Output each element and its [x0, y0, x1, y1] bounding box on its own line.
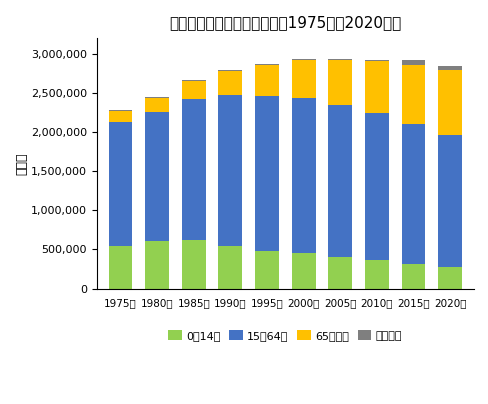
- Bar: [364, 260, 388, 288]
- Bar: [108, 110, 132, 112]
- Legend: 0～14歳, 15～64歳, 65歳以上, 年齢不詳: 0～14歳, 15～64歳, 65歳以上, 年齢不詳: [163, 326, 406, 345]
- Bar: [108, 122, 132, 246]
- Bar: [218, 71, 242, 95]
- Bar: [218, 246, 242, 288]
- Bar: [218, 70, 242, 71]
- Bar: [437, 267, 461, 288]
- Bar: [364, 113, 388, 260]
- Bar: [401, 124, 425, 264]
- Bar: [108, 112, 132, 122]
- Bar: [437, 66, 461, 70]
- Bar: [108, 246, 132, 288]
- Bar: [255, 65, 278, 96]
- Bar: [291, 59, 315, 60]
- Bar: [291, 253, 315, 288]
- Title: 年齢別人口の推移（茨城県、1975年～2020年）: 年齢別人口の推移（茨城県、1975年～2020年）: [169, 15, 401, 30]
- Bar: [145, 241, 169, 288]
- Bar: [255, 96, 278, 250]
- Bar: [255, 64, 278, 65]
- Bar: [291, 98, 315, 253]
- Bar: [145, 97, 169, 98]
- Bar: [327, 105, 351, 257]
- Bar: [401, 65, 425, 124]
- Bar: [437, 70, 461, 135]
- Bar: [145, 98, 169, 112]
- Bar: [182, 80, 205, 81]
- Bar: [218, 95, 242, 246]
- Bar: [364, 60, 388, 61]
- Bar: [182, 240, 205, 288]
- Bar: [364, 61, 388, 113]
- Bar: [291, 60, 315, 98]
- Y-axis label: （人）: （人）: [15, 152, 28, 175]
- Bar: [182, 81, 205, 99]
- Bar: [327, 59, 351, 60]
- Bar: [145, 112, 169, 241]
- Bar: [401, 61, 425, 65]
- Bar: [182, 99, 205, 240]
- Bar: [255, 250, 278, 288]
- Bar: [401, 264, 425, 288]
- Bar: [327, 60, 351, 105]
- Bar: [437, 135, 461, 267]
- Bar: [327, 257, 351, 288]
